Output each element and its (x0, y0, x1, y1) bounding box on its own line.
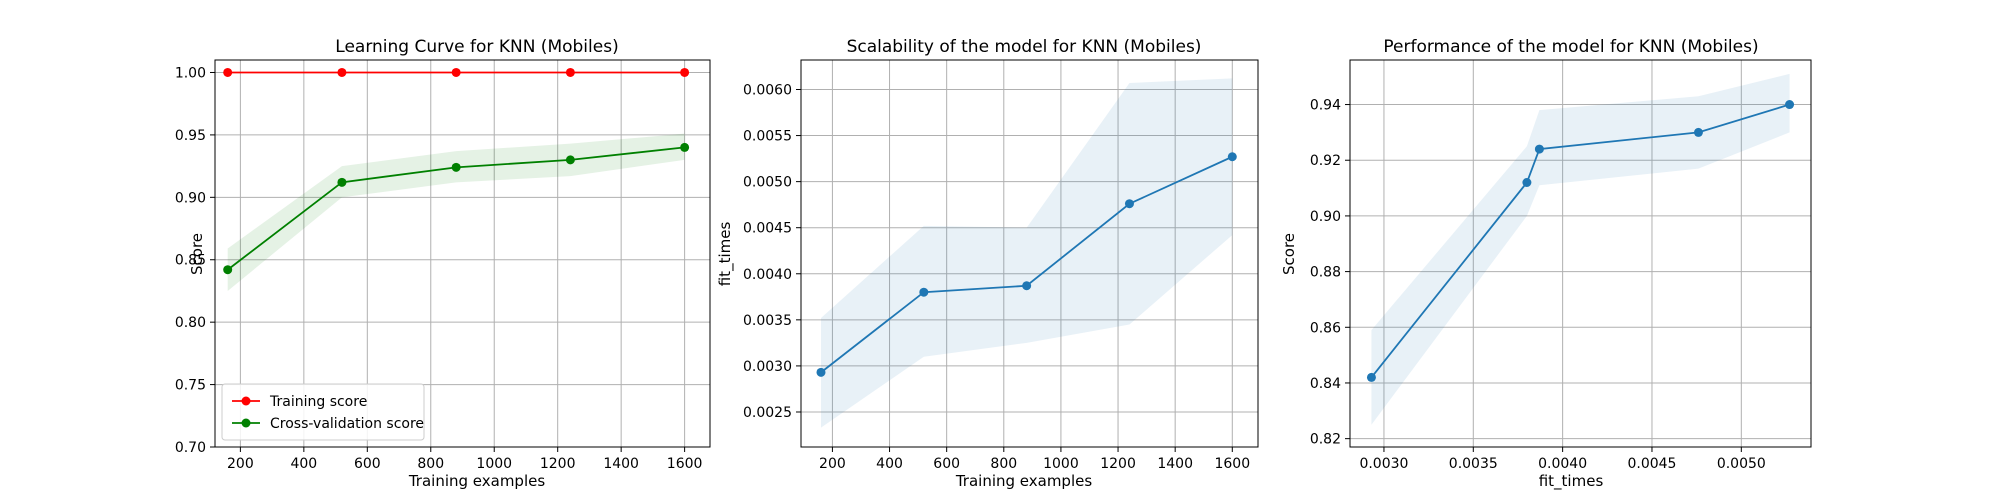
y-tick-label: 0.0030 (743, 359, 792, 375)
data-point (1227, 152, 1237, 162)
performance-panel: Performance of the model for KNN (Mobile… (1280, 37, 1812, 491)
x-tick-label: 1600 (667, 456, 703, 472)
chart-title: Scalability of the model for KNN (Mobile… (847, 37, 1202, 57)
x-tick-label: 1400 (1157, 456, 1193, 472)
plot-frame (1349, 59, 1812, 448)
x-tick-label: 0.0045 (1627, 456, 1676, 472)
legend-label: Cross-validation score (270, 416, 424, 432)
y-tick-label: 0.85 (175, 253, 206, 269)
scalability-panel: Scalability of the model for KNN (Mobile… (716, 37, 1259, 490)
x-tick-label: 400 (876, 456, 903, 472)
data-point (1366, 372, 1376, 382)
legend-box (221, 383, 425, 441)
x-tick-label: 1000 (476, 456, 512, 472)
x-tick-label: 200 (819, 456, 846, 472)
data-point (337, 67, 347, 77)
y-axis-label: Score (1280, 233, 1298, 275)
y-tick-label: 0.88 (1310, 265, 1341, 281)
y-tick-label: 0.82 (1310, 432, 1341, 448)
data-point (451, 162, 461, 172)
std-band (1371, 73, 1790, 425)
x-tick-label: 1000 (1043, 456, 1079, 472)
y-tick-label: 0.90 (1310, 209, 1341, 225)
data-point (223, 265, 233, 275)
legend-marker (241, 396, 251, 406)
learning-curve-panel: Learning Curve for KNN (Mobiles) Trainin… (175, 37, 711, 490)
data-point (680, 67, 690, 77)
data-point (223, 67, 233, 77)
std-band (820, 78, 1233, 428)
plot-frame (800, 59, 1259, 448)
x-tick-label: 0.0050 (1717, 456, 1766, 472)
y-tick-label: 0.75 (175, 378, 206, 394)
x-tick-label: 800 (990, 456, 1017, 472)
legend: Training score Cross-validation score (221, 383, 425, 441)
y-axis-label: fit_times (716, 222, 735, 287)
x-tick-label: 200 (227, 456, 254, 472)
legend-label: Training score (269, 394, 367, 410)
x-tick-label: 0.0030 (1359, 456, 1408, 472)
x-tick-label: 800 (417, 456, 444, 472)
x-tick-label: 1600 (1214, 456, 1250, 472)
data-point (337, 177, 347, 187)
x-tick-label: 600 (354, 456, 381, 472)
data-point (1022, 281, 1032, 291)
x-axis-label: Training examples (408, 472, 546, 490)
y-tick-label: 0.0040 (743, 267, 792, 283)
y-tick-label: 0.86 (1310, 320, 1341, 336)
x-tick-label: 0.0040 (1538, 456, 1587, 472)
y-tick-label: 1.00 (175, 65, 206, 81)
data-point (680, 142, 690, 152)
legend-marker (241, 418, 251, 428)
y-tick-label: 0.95 (175, 128, 206, 144)
y-tick-label: 0.94 (1310, 98, 1341, 114)
x-tick-label: 1200 (1100, 456, 1136, 472)
y-axis-label: Score (188, 233, 206, 275)
chart-title: Learning Curve for KNN (Mobiles) (335, 37, 618, 57)
chart-title: Performance of the model for KNN (Mobile… (1383, 37, 1758, 57)
data-point (451, 67, 461, 77)
y-tick-label: 0.0045 (743, 221, 792, 237)
x-tick-label: 600 (933, 456, 960, 472)
data-point (919, 287, 929, 297)
plot-frame (214, 59, 711, 448)
x-axis-label: fit_times (1539, 472, 1604, 491)
y-tick-label: 0.0060 (743, 82, 792, 98)
x-tick-label: 1400 (603, 456, 639, 472)
y-tick-label: 0.70 (175, 440, 206, 456)
x-tick-label: 1200 (540, 456, 576, 472)
data-point (1124, 199, 1134, 209)
x-tick-label: 400 (290, 456, 317, 472)
data-point (816, 367, 826, 377)
y-tick-label: 0.84 (1310, 376, 1341, 392)
y-tick-label: 0.0035 (743, 313, 792, 329)
data-point (1693, 127, 1703, 137)
y-tick-label: 0.0050 (743, 175, 792, 191)
data-point (1785, 100, 1795, 110)
data-point (1534, 144, 1544, 154)
data-point (1522, 178, 1532, 188)
y-tick-label: 0.0025 (743, 405, 792, 421)
x-tick-label: 0.0035 (1449, 456, 1498, 472)
std-band (227, 133, 685, 291)
y-tick-label: 0.92 (1310, 153, 1341, 169)
x-axis-label: Training examples (955, 472, 1093, 490)
y-tick-label: 0.0055 (743, 129, 792, 145)
data-point (565, 155, 575, 165)
y-tick-label: 0.90 (175, 190, 206, 206)
data-point (565, 67, 575, 77)
y-tick-label: 0.80 (175, 315, 206, 331)
